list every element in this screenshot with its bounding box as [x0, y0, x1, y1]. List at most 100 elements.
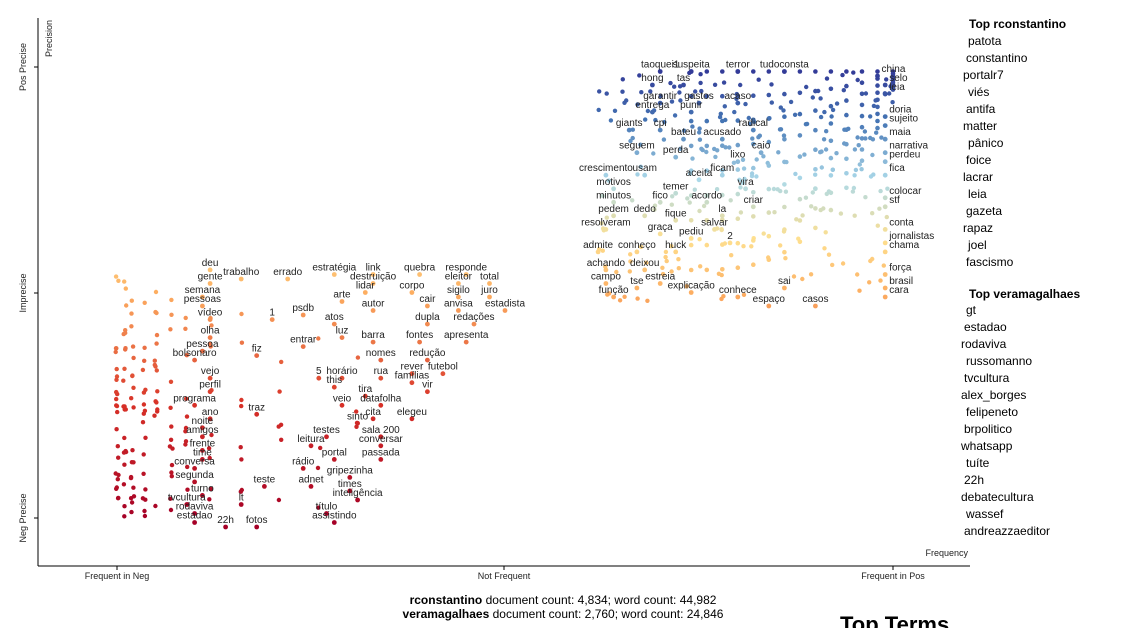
term-point-neg[interactable] — [456, 308, 461, 313]
term-label-neg[interactable]: fotos — [246, 515, 268, 526]
term-point-pos[interactable] — [657, 199, 663, 205]
term-label-pos[interactable]: força — [889, 263, 912, 274]
term-point-neg[interactable] — [316, 375, 322, 381]
top-pos-term[interactable]: lacrar — [963, 170, 994, 184]
term-label-neg[interactable]: tira — [358, 384, 372, 395]
top-neg-term[interactable]: andreazzaeditor — [964, 524, 1051, 538]
term-label-pos[interactable]: admite — [583, 240, 613, 251]
term-point-pos[interactable] — [688, 109, 694, 115]
term-label-neg[interactable]: rádio — [292, 456, 315, 467]
term-point-neg[interactable] — [192, 520, 198, 525]
term-point-pos[interactable] — [681, 82, 686, 88]
term-label-neg[interactable]: tvcultura — [168, 493, 206, 504]
term-label-pos[interactable]: suspeita — [673, 60, 711, 71]
term-point-pos[interactable] — [882, 195, 888, 201]
term-point-pos[interactable] — [642, 213, 648, 219]
term-point-pos[interactable] — [673, 190, 679, 196]
term-label-neg[interactable]: fontes — [406, 330, 433, 341]
top-neg-term[interactable]: felipeneto — [966, 405, 1019, 419]
top-pos-term[interactable]: patota — [968, 34, 1002, 48]
term-label-neg[interactable]: vejo — [201, 366, 220, 377]
term-point-neg[interactable] — [223, 524, 229, 530]
term-point-pos[interactable] — [634, 249, 640, 255]
term-point-neg[interactable] — [269, 317, 275, 322]
term-point-neg[interactable] — [308, 443, 314, 449]
term-point-pos[interactable] — [882, 91, 888, 97]
term-label-neg[interactable]: errado — [273, 267, 302, 278]
term-point-pos[interactable] — [657, 127, 663, 133]
term-point-neg[interactable] — [456, 294, 461, 300]
term-point-neg[interactable] — [487, 281, 492, 286]
top-pos-term[interactable]: antifa — [966, 102, 996, 116]
term-point-neg[interactable] — [378, 434, 384, 440]
term-label-neg[interactable]: redações — [453, 312, 494, 323]
term-label-neg[interactable]: vídeo — [198, 308, 223, 319]
term-point-pos[interactable] — [595, 249, 601, 255]
term-point-pos[interactable] — [882, 123, 888, 128]
term-point-neg[interactable] — [207, 389, 213, 395]
term-point-neg[interactable] — [378, 443, 384, 449]
term-label-pos[interactable]: lixo — [730, 150, 745, 161]
term-point-pos[interactable] — [882, 159, 888, 165]
term-point-neg[interactable] — [207, 267, 213, 273]
term-label-neg[interactable]: responde — [445, 263, 487, 274]
term-label-neg[interactable]: apresenta — [444, 330, 489, 341]
top-pos-term[interactable]: leia — [968, 187, 987, 201]
term-label-neg[interactable]: psdb — [292, 303, 314, 314]
term-label-pos[interactable]: maia — [889, 127, 911, 138]
term-label-neg[interactable]: teste — [254, 474, 276, 485]
term-label-neg[interactable]: veio — [333, 393, 352, 404]
term-point-pos[interactable] — [882, 136, 888, 142]
term-label-neg[interactable]: arte — [333, 290, 351, 301]
term-point-pos[interactable] — [688, 69, 694, 74]
term-label-pos[interactable]: china — [882, 64, 906, 75]
term-point-pos[interactable] — [882, 249, 888, 255]
term-label-pos[interactable]: fica — [889, 163, 905, 174]
term-point-neg[interactable] — [409, 416, 415, 422]
term-point-neg[interactable] — [324, 511, 329, 516]
term-point-neg[interactable] — [425, 357, 430, 363]
top-neg-term[interactable]: debatecultura — [961, 490, 1034, 504]
term-point-neg[interactable] — [456, 281, 461, 286]
term-point-neg[interactable] — [425, 389, 430, 395]
term-label-pos[interactable]: perdeu — [889, 150, 920, 161]
term-label-neg[interactable]: this — [327, 375, 343, 386]
top-pos-term[interactable]: viés — [968, 85, 990, 99]
term-label-neg[interactable]: ano — [202, 407, 219, 418]
term-label-neg[interactable]: estadista — [485, 299, 525, 310]
term-point-neg[interactable] — [425, 303, 430, 309]
term-label-pos[interactable]: la — [718, 204, 726, 215]
term-label-pos[interactable]: terror — [726, 60, 751, 71]
term-label-pos[interactable]: pedem — [598, 204, 629, 215]
term-point-neg[interactable] — [254, 524, 260, 530]
term-label-neg[interactable]: horário — [326, 366, 358, 377]
term-label-pos[interactable]: ficam — [710, 163, 734, 174]
term-point-neg[interactable] — [192, 466, 198, 471]
term-point-pos[interactable] — [882, 294, 888, 300]
term-label-pos[interactable]: usam — [632, 163, 656, 174]
top-neg-term[interactable]: russomanno — [966, 354, 1033, 368]
term-point-neg[interactable] — [200, 294, 205, 300]
term-point-neg[interactable] — [238, 502, 244, 507]
term-point-neg[interactable] — [200, 493, 205, 498]
term-point-pos[interactable] — [611, 186, 616, 192]
term-label-neg[interactable]: adnet — [298, 474, 323, 485]
term-label-neg[interactable]: lidar — [356, 281, 376, 292]
term-point-neg[interactable] — [417, 272, 422, 277]
term-label-pos[interactable]: punir — [680, 100, 703, 111]
term-point-neg[interactable] — [285, 276, 291, 282]
term-label-pos[interactable]: gastos — [684, 91, 713, 102]
term-point-neg[interactable] — [192, 357, 198, 363]
top-neg-term[interactable]: gt — [966, 303, 977, 317]
term-label-neg[interactable]: nomes — [366, 348, 396, 359]
term-label-neg[interactable]: datafolha — [360, 393, 402, 404]
term-point-neg[interactable] — [300, 466, 306, 471]
term-label-pos[interactable]: fique — [665, 208, 687, 219]
term-point-neg[interactable] — [184, 502, 190, 507]
term-label-pos[interactable]: tudoconsta — [760, 60, 809, 71]
term-label-pos[interactable]: tas — [677, 73, 690, 84]
term-label-pos[interactable]: salvar — [701, 217, 728, 228]
term-point-neg[interactable] — [471, 321, 477, 327]
term-label-neg[interactable]: atos — [325, 312, 344, 323]
term-point-pos[interactable] — [719, 136, 725, 142]
